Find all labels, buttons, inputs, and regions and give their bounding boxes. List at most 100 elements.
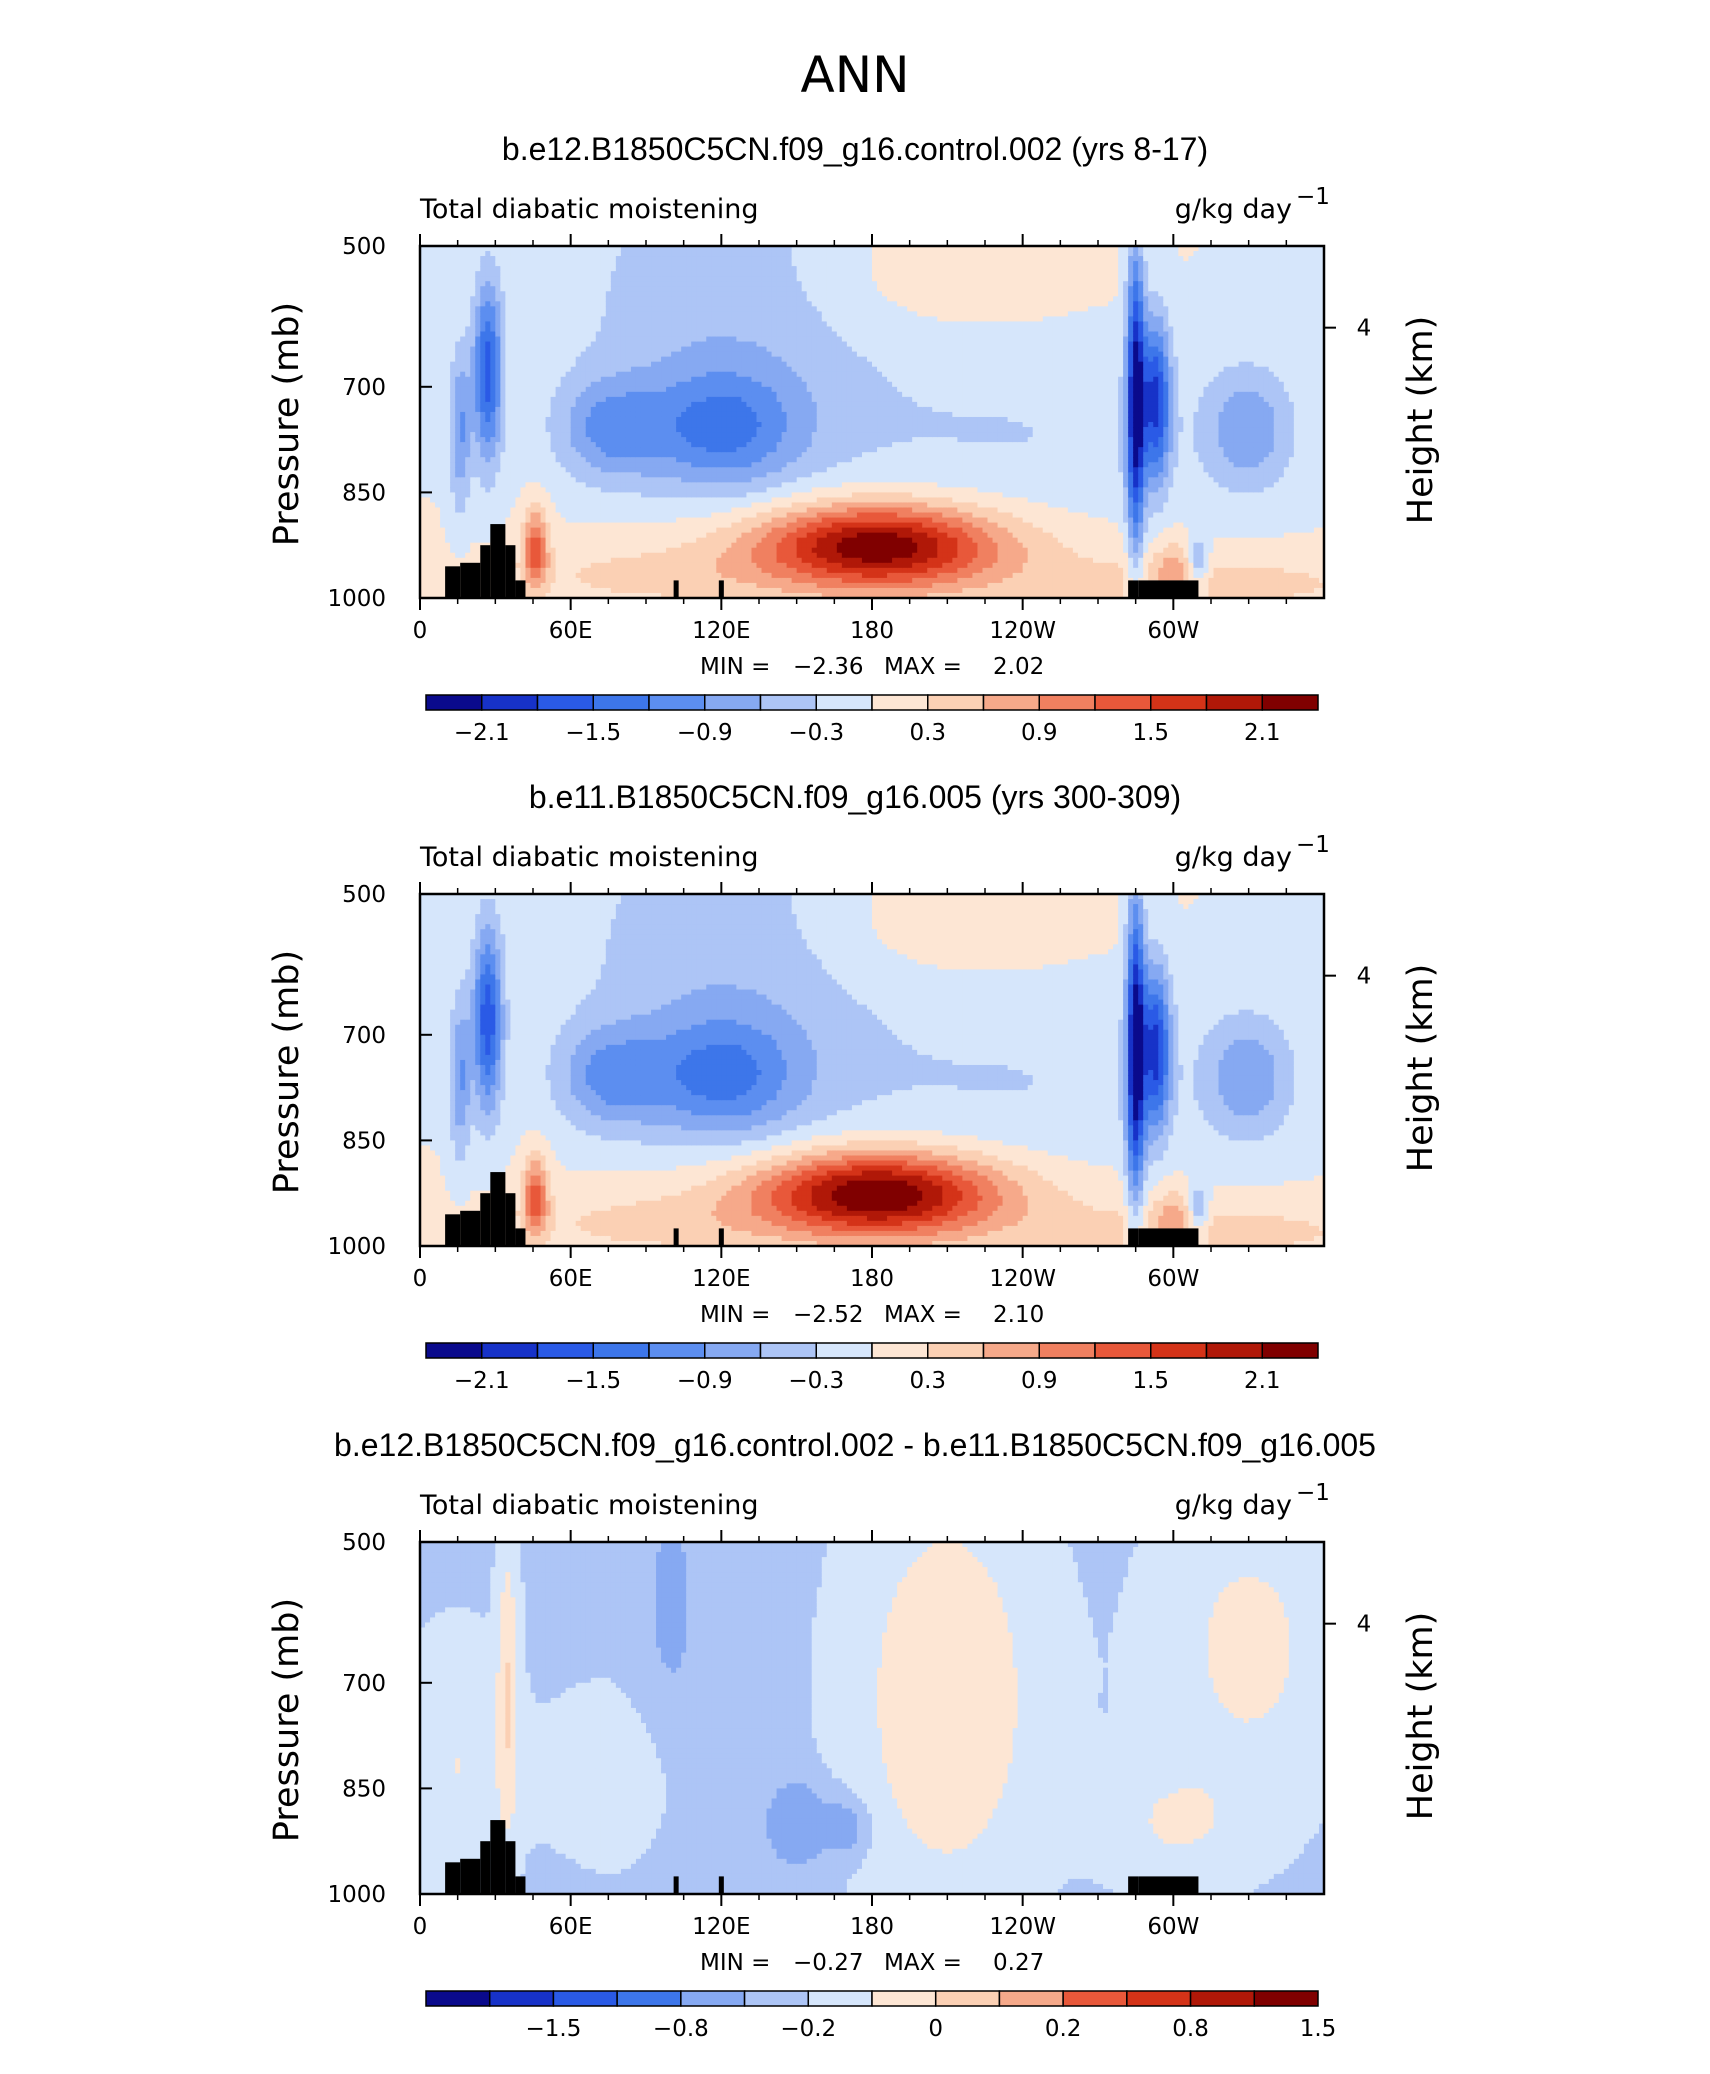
heatmap-cell: [696, 552, 702, 559]
heatmap-cell: [630, 416, 637, 423]
heatmap-cell: [450, 477, 456, 483]
heatmap-cell: [696, 276, 702, 282]
heatmap-cell: [590, 356, 597, 363]
heatmap-cell: [570, 512, 577, 519]
heatmap-cell: [500, 281, 506, 287]
heatmap-cell: [510, 517, 517, 524]
heatmap-cell: [640, 592, 647, 599]
heatmap-cell: [465, 361, 471, 368]
heatmap-cell: [420, 266, 426, 272]
heatmap-cell: [756, 502, 763, 509]
heatmap-cell: [525, 567, 532, 574]
heatmap-cell: [646, 321, 652, 328]
heatmap-cell: [661, 411, 667, 418]
heatmap-cell: [640, 572, 647, 579]
heatmap-cell: [666, 381, 672, 388]
heatmap-cell: [430, 437, 436, 443]
heatmap-cell: [520, 462, 527, 468]
heatmap-cell: [741, 527, 748, 534]
heatmap-cell: [595, 537, 602, 544]
heatmap-cell: [550, 246, 557, 252]
heatmap-cell: [661, 321, 667, 328]
heatmap-cell: [686, 477, 692, 483]
heatmap-cell: [726, 507, 732, 514]
heatmap-cell: [630, 406, 637, 413]
heatmap-cell: [460, 366, 466, 373]
heatmap-cell: [540, 462, 547, 468]
heatmap-cell: [420, 552, 426, 559]
heatmap-cell: [470, 371, 476, 378]
heatmap-cell: [520, 266, 527, 272]
heatmap-cell: [460, 351, 466, 358]
heatmap-cell: [465, 507, 471, 514]
heatmap-cell: [485, 467, 491, 473]
heatmap-cell: [460, 326, 466, 333]
heatmap-cell: [465, 411, 471, 418]
heatmap-cell: [590, 281, 597, 287]
heatmap-cell: [696, 457, 702, 463]
heatmap-cell: [605, 487, 612, 493]
heatmap-cell: [766, 396, 773, 403]
heatmap-cell: [630, 502, 637, 509]
heatmap-cell: [535, 301, 542, 307]
heatmap-cell: [686, 482, 692, 488]
heatmap-cell: [590, 416, 597, 423]
heatmap-cell: [701, 251, 707, 257]
heatmap-cell: [445, 301, 451, 307]
heatmap-cell: [425, 256, 431, 262]
heatmap-cells: [420, 246, 1325, 599]
heatmap-cell: [615, 296, 622, 302]
heatmap-cell: [605, 572, 612, 579]
heatmap-cell: [475, 411, 481, 418]
heatmap-cell: [600, 276, 607, 282]
heatmap-cell: [625, 452, 632, 458]
heatmap-cell: [625, 326, 632, 333]
heatmap-cell: [470, 266, 476, 272]
heatmap-cell: [671, 261, 677, 267]
heatmap-cell: [450, 432, 456, 438]
heatmap-cell: [470, 532, 476, 539]
heatmap-cell: [656, 326, 662, 333]
heatmap-cell: [706, 411, 712, 418]
heatmap-cell: [706, 276, 712, 282]
heatmap-cell: [676, 376, 682, 383]
heatmap-cell: [671, 376, 677, 383]
heatmap-cell: [595, 482, 602, 488]
heatmap-cell: [545, 592, 552, 599]
heatmap-cell: [430, 547, 436, 554]
heatmap-cell: [661, 562, 667, 569]
heatmap-cell: [445, 472, 451, 478]
heatmap-cell: [435, 492, 441, 499]
heatmap-cell: [686, 281, 692, 287]
heatmap-cell: [590, 582, 597, 589]
heatmap-cell: [460, 416, 466, 423]
heatmap-cell: [435, 422, 441, 428]
heatmap-cell: [676, 437, 682, 443]
heatmap-cell: [435, 316, 441, 323]
heatmap-cell: [520, 331, 527, 338]
heatmap-cell: [771, 472, 778, 478]
heatmap-cell: [756, 246, 763, 252]
heatmap-cell: [570, 527, 577, 534]
heatmap-cell: [465, 552, 471, 559]
heatmap-cell: [630, 291, 637, 297]
heatmap-cell: [580, 592, 587, 599]
heatmap-cell: [580, 251, 587, 257]
heatmap-cell: [560, 477, 567, 483]
heatmap-cell: [711, 422, 717, 428]
heatmap-cell: [425, 557, 431, 564]
heatmap-cell: [696, 522, 702, 529]
heatmap-cell: [515, 507, 522, 514]
heatmap-cell: [671, 256, 677, 262]
heatmap-cell: [610, 261, 617, 267]
heatmap-cell: [741, 316, 748, 323]
heatmap-cell: [651, 366, 657, 373]
heatmap-cell: [475, 281, 481, 287]
heatmap-cell: [545, 411, 552, 418]
heatmap-cell: [475, 326, 481, 333]
heatmap-cell: [540, 406, 547, 413]
heatmap-cell: [590, 577, 597, 584]
heatmap-cell: [681, 326, 687, 333]
heatmap-cell: [676, 391, 682, 398]
heatmap-cell: [480, 396, 486, 403]
